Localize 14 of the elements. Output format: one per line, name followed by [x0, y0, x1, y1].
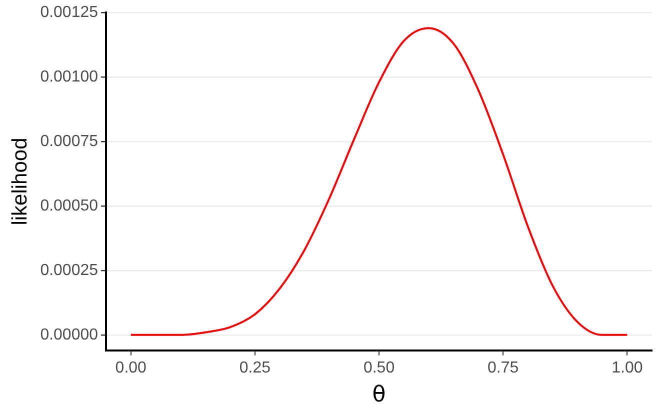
- y-tick-label: 0.00050: [40, 197, 98, 214]
- x-tick-label: 1.00: [612, 359, 643, 376]
- x-tick-label: 0.75: [488, 359, 519, 376]
- y-tick-label: 0.00125: [40, 4, 98, 22]
- y-tick-label: 0.00075: [40, 132, 98, 150]
- y-tick-label: 0.00100: [40, 68, 98, 86]
- x-tick-label: 0.25: [239, 359, 271, 376]
- x-tick-label: 0.00: [115, 359, 147, 376]
- y-tick-label: 0.00025: [40, 262, 98, 279]
- y-tick-label: 0.00000: [40, 326, 98, 344]
- line-series: [130, 27, 628, 336]
- y-axis-title: likelihood: [8, 138, 32, 226]
- x-axis-title: θ: [372, 382, 386, 408]
- x-tick-label: 0.50: [363, 359, 395, 376]
